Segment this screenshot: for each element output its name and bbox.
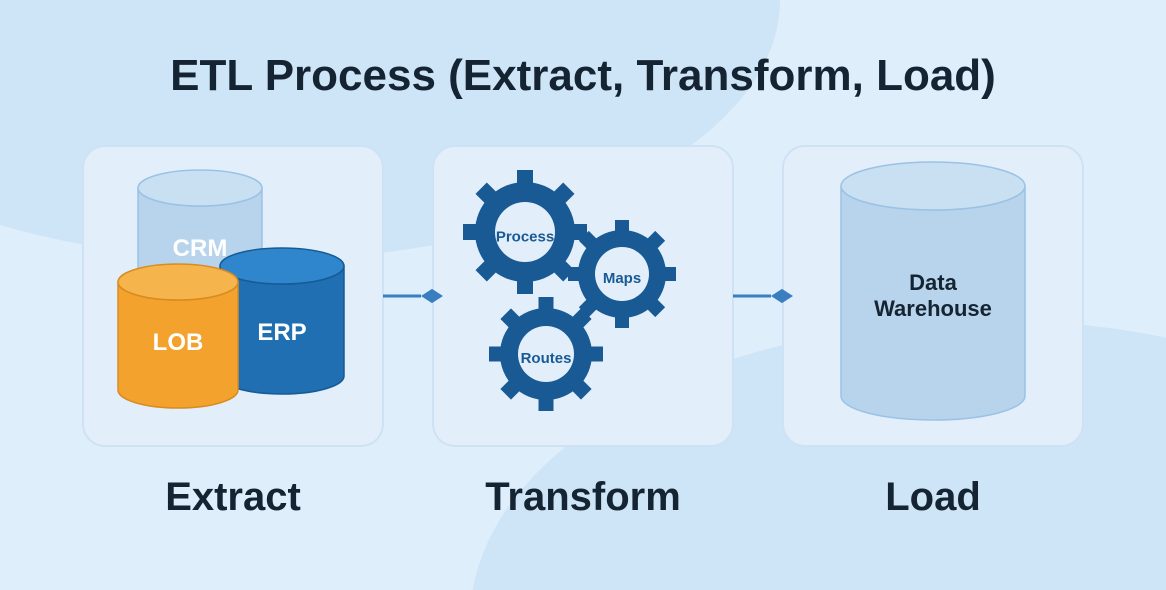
extract-cylinder-label-lob: LOB [153, 329, 204, 356]
load-cylinder: DataWarehouse [841, 162, 1025, 420]
extract-cylinder-label-erp: ERP [257, 319, 306, 346]
gear-label-maps: Maps [603, 270, 641, 287]
stage-label-transform: Transform [485, 475, 681, 519]
gear-label-process: Process [496, 228, 554, 245]
load-label-line1: Data [909, 270, 957, 295]
diagram-title: ETL Process (Extract, Transform, Load) [170, 51, 996, 100]
extract-cylinder-lob: LOB [118, 264, 238, 408]
load-label-line2: Warehouse [874, 296, 992, 321]
stage-card-1 [433, 146, 733, 446]
stage-label-load: Load [885, 475, 981, 519]
extract-cylinder-label-crm: CRM [173, 235, 228, 262]
etl-diagram: ETL Process (Extract, Transform, Load) CR… [0, 0, 1166, 590]
gear-routes: Routes [489, 297, 603, 411]
gear-label-routes: Routes [521, 350, 572, 367]
stage-label-extract: Extract [165, 475, 301, 519]
